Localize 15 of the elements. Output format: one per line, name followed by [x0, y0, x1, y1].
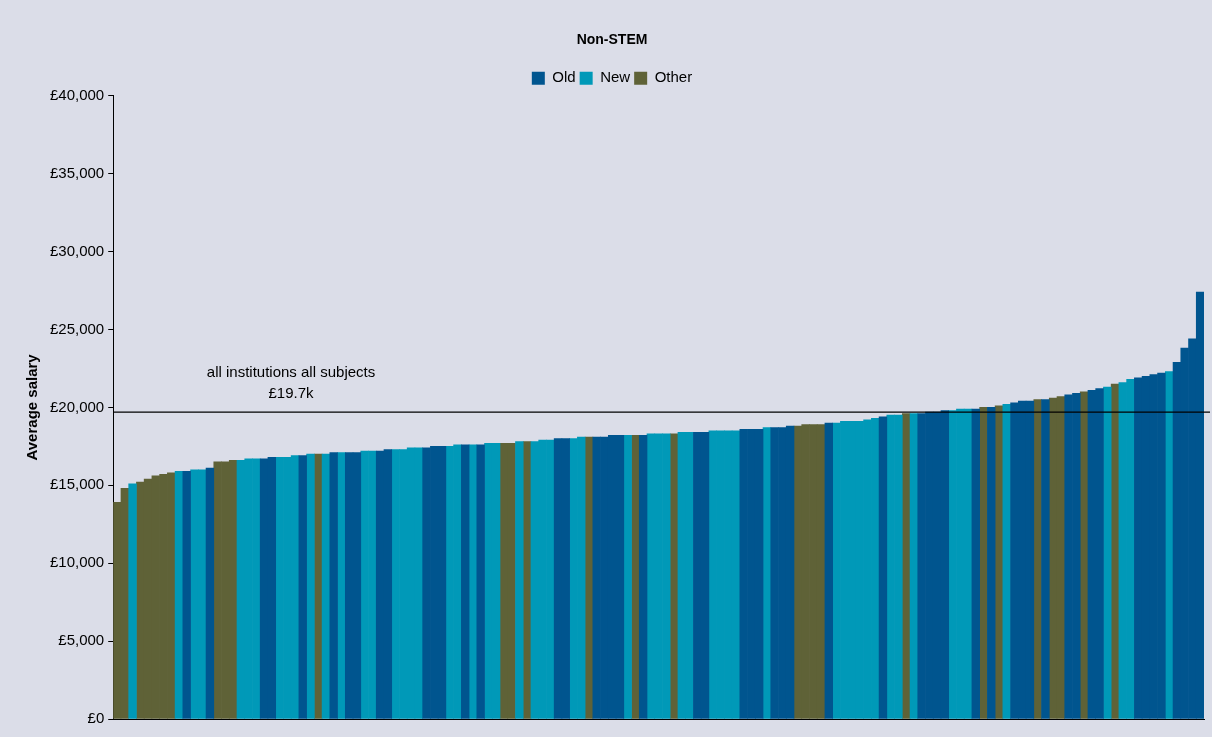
y-tick-label: £25,000	[49, 319, 105, 337]
chart-title: Non-STEM	[576, 31, 648, 48]
legend-label: Other	[654, 68, 693, 86]
legend-label: Old	[552, 68, 576, 86]
y-tick-label: £5,000	[58, 631, 105, 649]
y-tick-label: £40,000	[49, 85, 105, 103]
ref-line-label: all institutions all subjects £19.7k	[206, 363, 376, 402]
legend-label: New	[600, 68, 631, 86]
y-tick-label: £10,000	[49, 553, 105, 571]
y-tick-label: £20,000	[49, 397, 105, 415]
y-tick-label: £15,000	[49, 475, 105, 493]
y-tick-label: £0	[87, 709, 105, 727]
y-tick-label: £30,000	[49, 241, 105, 259]
y-axis-title: Average salary	[23, 353, 41, 461]
y-tick-label: £35,000	[49, 163, 105, 181]
